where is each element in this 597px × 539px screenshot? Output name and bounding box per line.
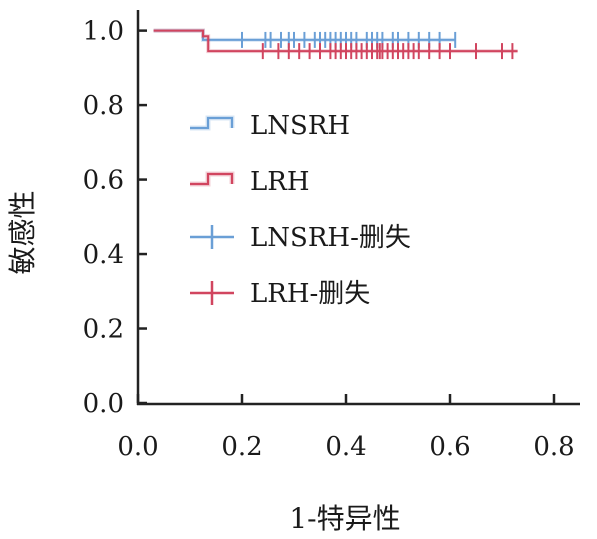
x-tick-label: 0.8 bbox=[533, 432, 574, 462]
legend-item: LRH bbox=[190, 167, 310, 197]
y-tick-label: 0.6 bbox=[83, 166, 124, 196]
axes bbox=[136, 10, 580, 406]
legend-step-symbol bbox=[190, 171, 235, 187]
legend-step-symbol bbox=[190, 115, 235, 131]
legend-item: LNSRH-删失 bbox=[190, 223, 411, 253]
x-tick-label: 0.6 bbox=[429, 432, 470, 462]
x-axis-ticks: 0.0 0.2 0.4 0.6 0.8 bbox=[117, 394, 575, 462]
series-layer bbox=[153, 28, 518, 54]
legend: LNSRH LRH LNSRH-删失 LRH-删失 bbox=[190, 111, 411, 309]
x-axis-title: 1-特异性 bbox=[289, 502, 400, 535]
x-tick-label: 0.0 bbox=[117, 432, 158, 462]
legend-item: LNSRH bbox=[190, 111, 350, 141]
legend-label: LNSRH bbox=[250, 111, 350, 141]
x-tick-label: 0.4 bbox=[325, 432, 366, 462]
legend-label: LRH bbox=[250, 167, 310, 197]
y-axis-title: 敏感性 bbox=[6, 190, 39, 274]
x-tick-label: 0.2 bbox=[221, 432, 262, 462]
legend-step-symbol-line bbox=[190, 116, 234, 130]
y-tick-label: 0.8 bbox=[83, 91, 124, 121]
censor-layer bbox=[241, 31, 514, 60]
y-tick-label: 1.0 bbox=[83, 17, 124, 47]
series-line-lrh bbox=[153, 29, 518, 53]
legend-step-symbol-line bbox=[190, 172, 234, 186]
y-tick-label: 0.0 bbox=[83, 389, 124, 419]
y-axis-ticks: 0.0 0.2 0.4 0.6 0.8 1.0 bbox=[83, 17, 147, 419]
y-tick-label: 0.2 bbox=[83, 315, 124, 345]
y-tick-label: 0.4 bbox=[83, 240, 124, 270]
legend-label: LRH-删失 bbox=[250, 279, 370, 309]
legend-item: LRH-删失 bbox=[190, 279, 370, 309]
legend-label: LNSRH-删失 bbox=[250, 223, 411, 253]
